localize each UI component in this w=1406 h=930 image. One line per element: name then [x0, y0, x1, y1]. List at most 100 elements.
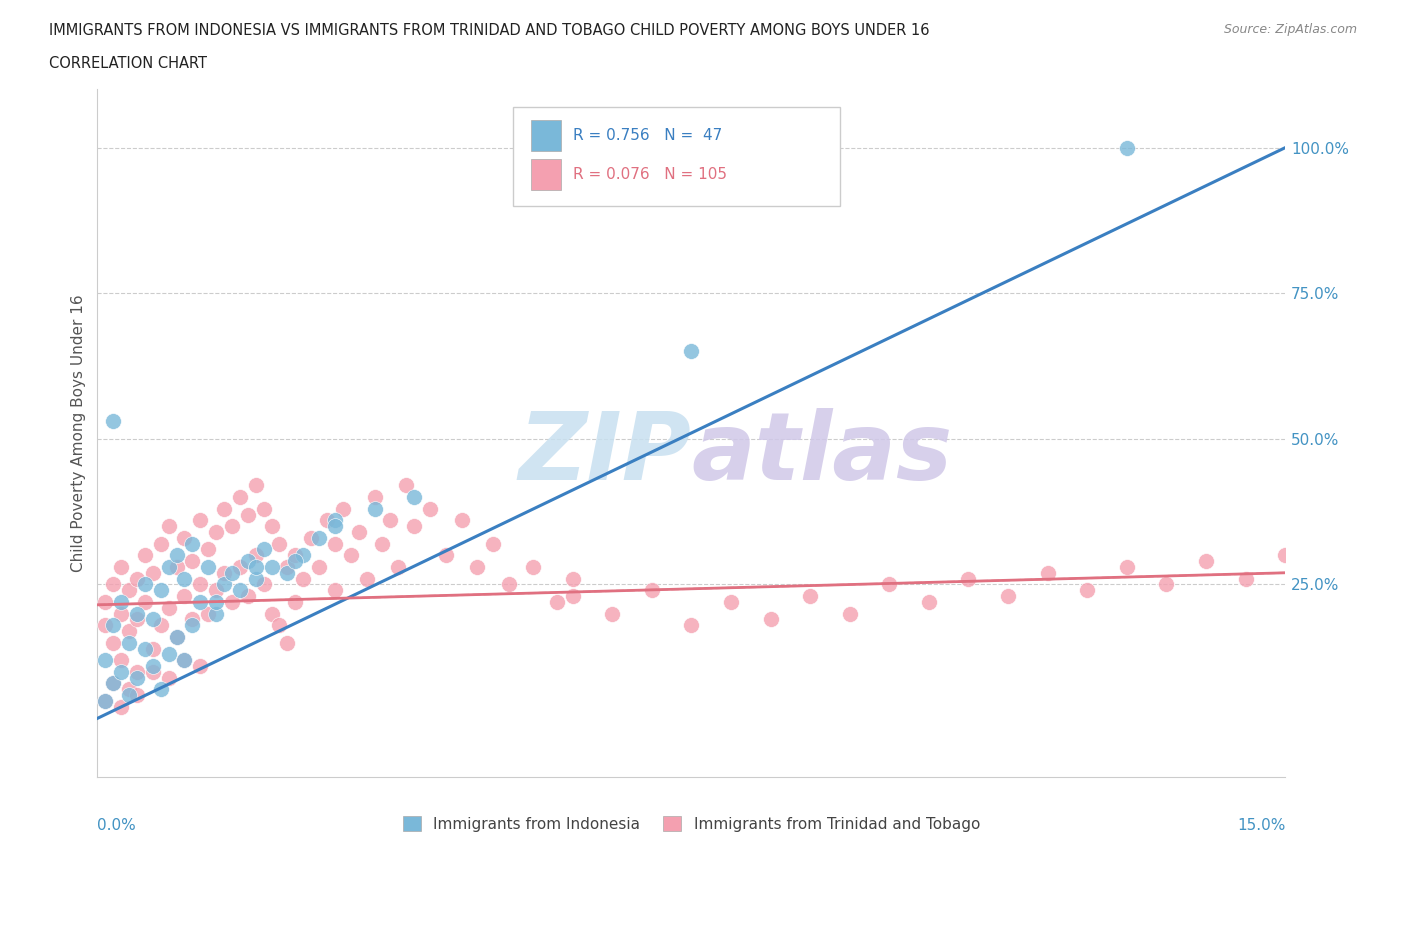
Point — [276, 635, 298, 650]
Point — [245, 478, 267, 493]
Point — [323, 519, 346, 534]
Point — [197, 560, 219, 575]
Point — [236, 589, 259, 604]
Point — [205, 606, 228, 621]
Point — [308, 530, 330, 545]
Point — [260, 560, 283, 575]
Point — [166, 560, 188, 575]
Point — [720, 594, 742, 609]
Point — [173, 530, 195, 545]
Point — [380, 513, 402, 528]
Point — [395, 478, 418, 493]
Point — [157, 647, 180, 662]
Point — [149, 537, 172, 551]
Point — [103, 414, 125, 429]
Point — [347, 525, 370, 539]
Point — [292, 571, 315, 586]
Point — [134, 548, 156, 563]
Point — [229, 560, 252, 575]
Point — [166, 630, 188, 644]
Point — [205, 525, 228, 539]
Point — [323, 513, 346, 528]
Point — [253, 542, 276, 557]
Point — [205, 583, 228, 598]
Point — [181, 553, 204, 568]
Point — [125, 671, 148, 685]
Point — [363, 489, 385, 504]
Point — [188, 577, 211, 591]
Text: 15.0%: 15.0% — [1237, 817, 1285, 833]
Point — [284, 594, 307, 609]
Point — [157, 560, 180, 575]
Point — [149, 583, 172, 598]
Point — [276, 560, 298, 575]
Point — [1274, 548, 1296, 563]
Point — [103, 618, 125, 632]
Legend: Immigrants from Indonesia, Immigrants from Trinidad and Tobago: Immigrants from Indonesia, Immigrants fr… — [396, 809, 986, 838]
Point — [149, 618, 172, 632]
Point — [236, 553, 259, 568]
Point — [166, 548, 188, 563]
Point — [118, 583, 141, 598]
Point — [561, 571, 583, 586]
Point — [110, 664, 132, 679]
Point — [260, 519, 283, 534]
FancyBboxPatch shape — [531, 120, 561, 152]
Text: Source: ZipAtlas.com: Source: ZipAtlas.com — [1223, 23, 1357, 36]
Point — [339, 548, 361, 563]
Text: ZIP: ZIP — [519, 407, 692, 499]
Point — [1195, 553, 1218, 568]
Point — [188, 658, 211, 673]
Point — [253, 501, 276, 516]
Point — [1156, 577, 1178, 591]
Point — [522, 560, 544, 575]
Point — [181, 537, 204, 551]
Point — [957, 571, 980, 586]
FancyBboxPatch shape — [531, 160, 561, 191]
Point — [94, 618, 117, 632]
Point — [110, 653, 132, 668]
Text: R = 0.756   N =  47: R = 0.756 N = 47 — [572, 128, 721, 143]
Point — [284, 548, 307, 563]
Point — [1115, 140, 1137, 155]
Point — [600, 606, 623, 621]
Point — [103, 676, 125, 691]
Point — [498, 577, 520, 591]
Point — [284, 553, 307, 568]
Point — [997, 589, 1019, 604]
Point — [94, 594, 117, 609]
Point — [188, 513, 211, 528]
Point — [332, 501, 354, 516]
Point — [299, 530, 322, 545]
Point — [142, 641, 165, 656]
Point — [125, 571, 148, 586]
Point — [103, 676, 125, 691]
Point — [205, 594, 228, 609]
Point — [316, 513, 339, 528]
Point — [212, 501, 235, 516]
Point — [118, 687, 141, 702]
Point — [221, 594, 243, 609]
Point — [260, 606, 283, 621]
Point — [110, 560, 132, 575]
FancyBboxPatch shape — [513, 107, 839, 206]
Point — [173, 571, 195, 586]
Point — [173, 653, 195, 668]
Point — [419, 501, 441, 516]
Point — [450, 513, 472, 528]
Point — [838, 606, 860, 621]
Point — [103, 577, 125, 591]
Point — [356, 571, 378, 586]
Point — [546, 594, 568, 609]
Point — [681, 618, 703, 632]
Point — [236, 507, 259, 522]
Point — [110, 699, 132, 714]
Point — [759, 612, 782, 627]
Point — [110, 606, 132, 621]
Point — [482, 537, 505, 551]
Point — [166, 630, 188, 644]
Point — [118, 635, 141, 650]
Point — [1234, 571, 1257, 586]
Point — [125, 606, 148, 621]
Point — [799, 589, 821, 604]
